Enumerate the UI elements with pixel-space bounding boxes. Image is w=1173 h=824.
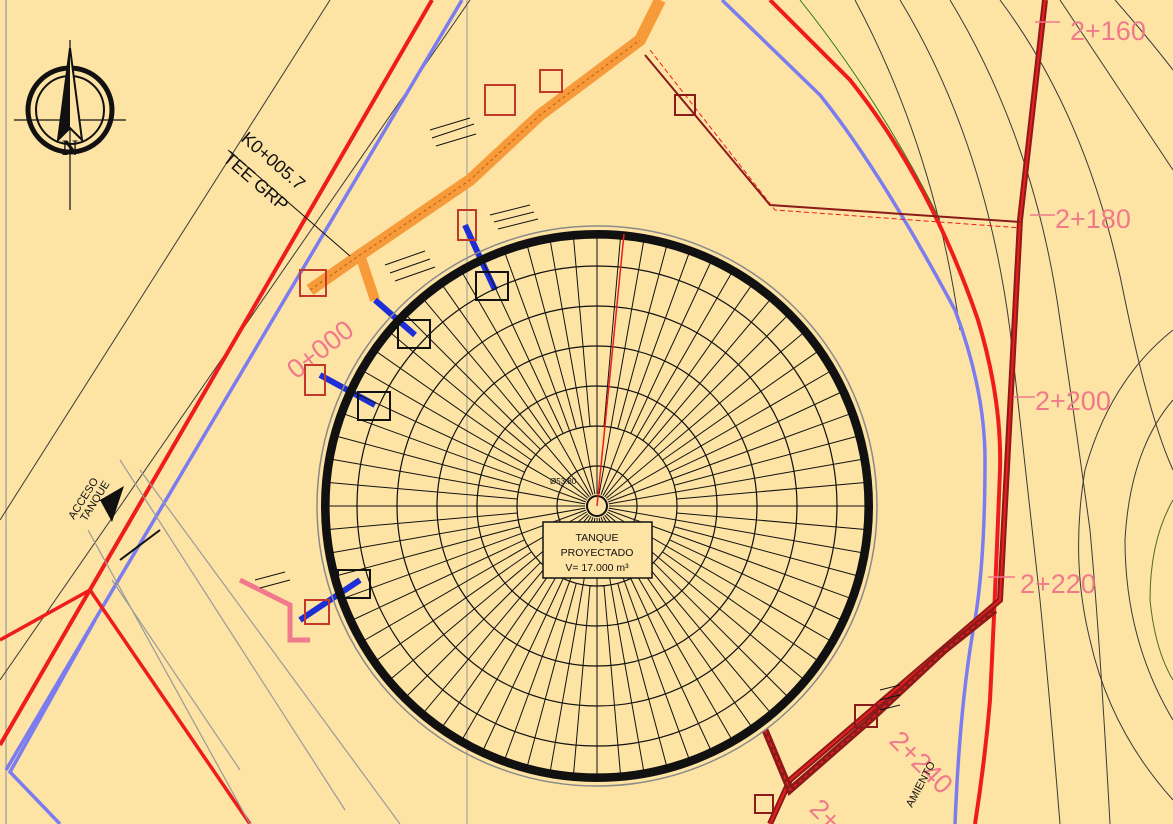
tank-rafter bbox=[605, 333, 803, 499]
detail-hatching bbox=[254, 117, 901, 711]
tank-rafter bbox=[407, 562, 541, 696]
tank-rafter bbox=[462, 273, 592, 496]
tank-rafter bbox=[630, 262, 711, 434]
tank-rafter bbox=[669, 392, 841, 473]
tank-rafter bbox=[332, 458, 586, 505]
tank-rafter bbox=[607, 371, 830, 501]
tank-rafter bbox=[653, 562, 787, 696]
tank-rafter bbox=[676, 482, 865, 500]
tank-rafter bbox=[676, 512, 865, 530]
tank-rafter bbox=[617, 583, 667, 765]
tank-rafter bbox=[527, 583, 577, 765]
tank-volume: V= 17.000 m³ bbox=[565, 562, 629, 574]
tank-rafter bbox=[669, 539, 841, 620]
tank-rafter bbox=[573, 585, 591, 774]
station-2-160: 2+160 bbox=[1070, 16, 1146, 46]
tank-rafter bbox=[630, 578, 711, 750]
tank-rafter bbox=[391, 333, 589, 499]
tank-rafter bbox=[442, 286, 552, 441]
tank-rafter bbox=[353, 392, 525, 473]
tank-rafter bbox=[603, 238, 621, 427]
tank-rafter bbox=[329, 482, 518, 500]
tank-rafter bbox=[332, 507, 586, 554]
tank-rafter bbox=[662, 551, 817, 661]
tank-rafter bbox=[353, 539, 525, 620]
tank-rafter bbox=[424, 300, 590, 498]
tank-rafter bbox=[329, 512, 518, 530]
tank-name-line2: PROYECTADO bbox=[561, 547, 634, 559]
tank-rafter bbox=[608, 458, 862, 505]
tank-rafter bbox=[642, 286, 752, 441]
tank-rafter bbox=[642, 571, 752, 726]
orange-grp-pipe bbox=[299, 0, 666, 302]
tank-rafter bbox=[674, 526, 856, 576]
tank-rafter bbox=[549, 241, 596, 495]
station-2-220: 2+220 bbox=[1020, 569, 1096, 599]
tank-name-line1: TANQUE bbox=[576, 532, 619, 544]
overflow-line bbox=[644, 49, 1023, 229]
tank-rafter bbox=[527, 247, 577, 429]
tank-rafter bbox=[598, 241, 645, 495]
tank-rafter bbox=[653, 316, 787, 450]
tank-rafter bbox=[504, 253, 594, 495]
tank-rafter bbox=[483, 578, 564, 750]
property-boundaries bbox=[0, 0, 1003, 824]
tank-rafter bbox=[338, 436, 520, 486]
tank-rafter bbox=[617, 247, 667, 429]
tank-rafter bbox=[483, 262, 564, 434]
dark-red-pipe bbox=[754, 607, 998, 814]
tank-rafter bbox=[442, 571, 552, 726]
tank-rafter bbox=[674, 436, 856, 486]
tank-rafter bbox=[377, 351, 532, 461]
north-letter: N bbox=[62, 135, 78, 160]
tank-rafter bbox=[377, 551, 532, 661]
tank-rafter bbox=[602, 273, 732, 496]
tank-rafter bbox=[573, 238, 591, 427]
tank-rafter bbox=[608, 507, 862, 554]
tank-rafter bbox=[338, 526, 520, 576]
north-arrow-icon: N bbox=[14, 40, 126, 210]
tank-rafter bbox=[604, 300, 770, 498]
tank-plan: Ø53.80 TANQUE PROYECTADO V= 17.000 m³ bbox=[316, 225, 878, 787]
tank-rafter bbox=[364, 371, 587, 501]
tank-rafter bbox=[344, 413, 586, 503]
tank-rafter bbox=[407, 316, 541, 450]
tank-rafter bbox=[608, 413, 850, 503]
road-axis bbox=[767, 0, 1048, 824]
tank-rafter bbox=[662, 351, 817, 461]
station-2-180: 2+180 bbox=[1055, 204, 1131, 234]
tank-label-box: TANQUE PROYECTADO V= 17.000 m³ bbox=[542, 521, 653, 579]
tank-rafter bbox=[600, 253, 690, 495]
access-arrow-icon bbox=[100, 486, 124, 522]
tank-diameter-label: Ø53.80 bbox=[550, 477, 577, 486]
station-2-200: 2+200 bbox=[1035, 386, 1111, 416]
tank-rafter bbox=[603, 585, 621, 774]
